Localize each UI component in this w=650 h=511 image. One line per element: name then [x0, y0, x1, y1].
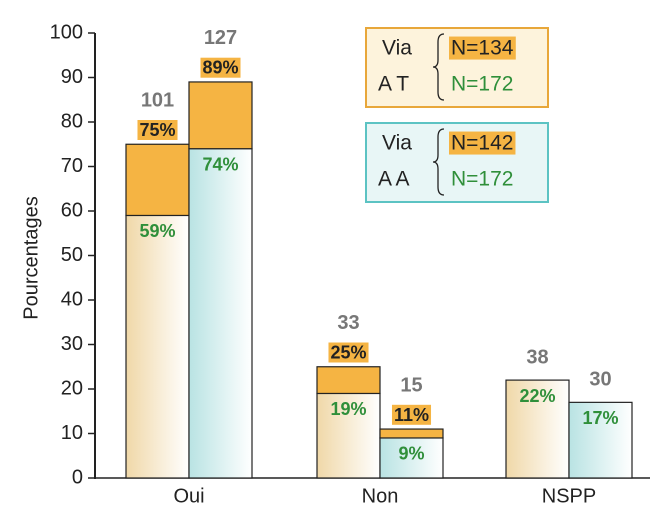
y-tick-label: 30: [61, 333, 83, 355]
bar-top-segment: [188, 81, 253, 150]
bar-segment: [568, 401, 633, 479]
y-tick-label: 90: [61, 66, 83, 88]
count-label: 30: [589, 369, 611, 391]
total-label: 75%: [139, 120, 175, 140]
value-label: 59%: [139, 221, 175, 241]
y-tick-label: 80: [61, 110, 83, 132]
legend-n: N=134: [451, 37, 514, 60]
y-axis-label: Pourcentages: [20, 196, 42, 319]
bar-segment: [125, 214, 190, 479]
value-label: 74%: [202, 154, 238, 174]
x-tick-label: NSPP: [542, 485, 596, 507]
y-tick-label: 20: [61, 377, 83, 399]
legend-n: N=142: [451, 132, 513, 155]
legend-label: Via: [382, 37, 412, 60]
legend-label: A T: [378, 73, 409, 96]
value-label: 9%: [398, 444, 424, 464]
y-tick-label: 10: [61, 422, 83, 444]
legend-n: N=172: [451, 73, 513, 96]
bar-top-segment: [379, 428, 444, 439]
legend-n: N=172: [451, 168, 513, 191]
x-tick-label: Non: [362, 485, 399, 507]
legend-label: A A: [378, 168, 410, 191]
value-label: 22%: [519, 386, 555, 406]
label-bg: [449, 36, 516, 60]
count-label: 33: [337, 312, 359, 334]
bar-segment: [188, 148, 253, 479]
y-tick-label: 50: [61, 244, 83, 266]
y-tick-label: 0: [72, 466, 83, 488]
legend-brace: [432, 33, 445, 101]
value-label: 19%: [330, 399, 366, 419]
y-tick-label: 60: [61, 199, 83, 221]
count-label: 38: [526, 346, 548, 368]
count-label: 101: [141, 90, 174, 112]
y-tick-label: 40: [61, 288, 83, 310]
label-bg: [449, 131, 516, 155]
value-label: 17%: [582, 408, 618, 428]
y-tick-label: 70: [61, 155, 83, 177]
label-bg: [200, 57, 241, 78]
total-label: 25%: [330, 343, 366, 363]
legend-label: Via: [382, 132, 412, 155]
y-tick-label: 100: [50, 21, 83, 43]
total-label: 89%: [202, 58, 238, 78]
label-bg: [328, 342, 369, 363]
bar-top-segment: [316, 366, 381, 395]
legend-brace: [432, 128, 445, 196]
bar-segment: [505, 379, 570, 479]
count-label: 15: [400, 374, 422, 396]
bar-top-segment: [125, 143, 190, 217]
label-bg: [391, 404, 432, 425]
label-bg: [137, 120, 178, 140]
count-label: 127: [204, 27, 237, 49]
x-tick-label: Oui: [173, 485, 204, 507]
total-label: 11%: [394, 405, 429, 425]
